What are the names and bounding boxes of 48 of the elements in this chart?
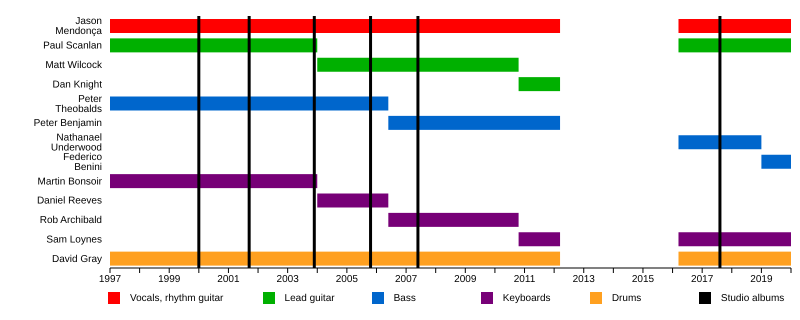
- x-tick-label: 2013: [572, 274, 596, 286]
- y-tick-label: Sam Loynes: [46, 234, 102, 246]
- bar: [518, 232, 560, 246]
- y-tick-label: Matt Wilcock: [45, 60, 103, 72]
- bar: [110, 174, 318, 188]
- y-tick-label: Paul Scanlan: [43, 40, 102, 52]
- bar: [678, 19, 791, 33]
- bar: [678, 135, 762, 150]
- bar: [388, 116, 560, 130]
- legend-label: Keyboards: [502, 292, 551, 304]
- x-tick-label: 2011: [514, 274, 536, 286]
- y-tick-label: Nathanael Underwood: [50, 132, 102, 154]
- x-tick-label: 2019: [750, 274, 773, 286]
- y-tick-label: Federico Benini: [63, 152, 102, 173]
- y-tick-label: David Gray: [52, 254, 102, 265]
- bar: [678, 252, 791, 266]
- y-tick-label: Peter Theobalds: [55, 94, 103, 115]
- x-tick-label: 1997: [98, 274, 122, 286]
- x-tick-label: 2007: [394, 274, 418, 286]
- y-tick-label: Jason Mendonça: [55, 16, 102, 38]
- y-tick-label: Rob Archibald: [40, 215, 102, 226]
- y-tick-label: Dan Knight: [52, 79, 102, 90]
- x-tick-label: 2015: [632, 274, 655, 286]
- legend-label: Bass: [394, 292, 416, 304]
- legend-label: Lead guitar: [284, 292, 335, 304]
- y-tick-label: Martin Bonsoir: [38, 176, 103, 188]
- bar: [678, 38, 791, 52]
- legend-label: Vocals, rhythm guitar: [130, 292, 224, 304]
- x-tick-label: 2005: [336, 274, 358, 286]
- bar: [518, 77, 560, 92]
- legend-label: Drums: [612, 292, 642, 304]
- x-tick-label: 2017: [691, 274, 714, 286]
- x-tick-label: 2003: [276, 274, 300, 286]
- y-tick-label: Peter Benjamin: [34, 118, 102, 130]
- bar: [317, 193, 388, 208]
- legend-label: Studio albums: [720, 292, 784, 304]
- bar: [110, 19, 560, 33]
- bar: [110, 252, 560, 266]
- y-tick-label: Daniel Reeves: [36, 196, 102, 207]
- bar: [761, 154, 791, 169]
- bar: [317, 58, 519, 72]
- bar: [110, 38, 318, 52]
- bar: [110, 96, 388, 111]
- x-tick-label: 2001: [217, 274, 240, 286]
- bar: [678, 232, 791, 246]
- x-tick-label: 1999: [158, 274, 181, 286]
- x-tick-label: 2009: [454, 274, 477, 286]
- bar: [388, 212, 519, 227]
